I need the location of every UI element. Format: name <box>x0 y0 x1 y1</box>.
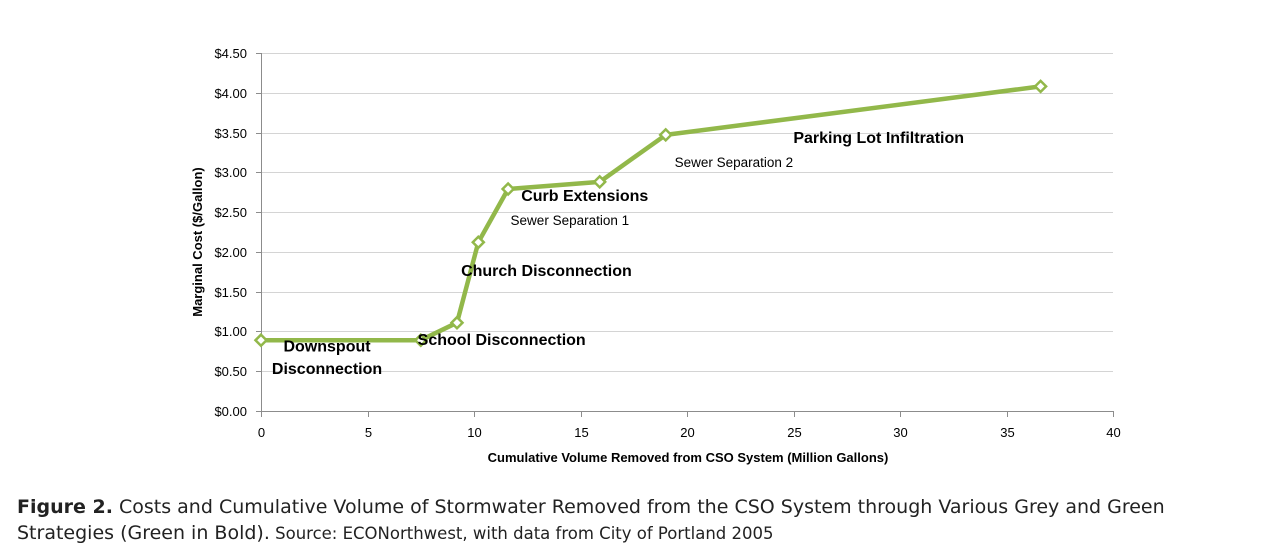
x-tick-label: 35 <box>1000 425 1014 440</box>
data-point-marker <box>1033 79 1048 94</box>
data-point-marker <box>449 315 465 330</box>
y-tick-label: $4.00 <box>214 86 247 101</box>
annotation-label: Church Disconnection <box>461 263 632 280</box>
line-chart: $0.00 $0.50 $1.00 $1.50 $2.00 $2.50 $3.00 $3.50… <box>190 46 1121 465</box>
x-tick-label: 10 <box>467 425 481 440</box>
x-tick-label: 5 <box>365 425 372 440</box>
x-tick-label: 25 <box>787 425 801 440</box>
annotation-label: Parking Lot Infiltration <box>793 130 964 147</box>
annotation-label: School Disconnection <box>418 332 586 349</box>
figure-caption-text: Costs and Cumulative Volume of Stormwate… <box>17 496 1165 544</box>
data-point-marker <box>592 174 607 190</box>
chart-axes <box>261 53 1113 412</box>
annotation-label: Downspout <box>283 339 371 356</box>
data-point-marker <box>500 181 516 197</box>
chart-annotations: Downspout Disconnection School Disconnecti… <box>272 130 964 378</box>
y-tick-label: $0.50 <box>214 364 247 379</box>
chart-gridlines <box>261 53 1113 372</box>
series-line <box>261 84 1041 343</box>
x-tick-label: 30 <box>893 425 907 440</box>
x-axis-label: Cumulative Volume Removed from CSO Syste… <box>488 450 889 465</box>
y-tick-label: $2.50 <box>214 205 247 220</box>
y-tick-label: $1.50 <box>214 285 247 300</box>
y-tick-label: $2.00 <box>214 245 247 260</box>
y-tick-label: $3.00 <box>214 165 247 180</box>
x-tick-label: 15 <box>574 425 588 440</box>
x-tick-label: 20 <box>680 425 694 440</box>
y-tick-label: $3.50 <box>214 126 247 141</box>
annotation-label: Disconnection <box>272 361 382 378</box>
figure-label: Figure 2. <box>17 496 113 518</box>
y-tick-label: $0.00 <box>214 404 247 419</box>
data-point-marker <box>253 332 269 348</box>
annotation-label: Sewer Separation 1 <box>511 213 630 228</box>
data-series <box>253 79 1048 348</box>
y-tick-label: $4.50 <box>214 46 247 61</box>
figure-caption: Figure 2. Costs and Cumulative Volume of… <box>17 494 1257 547</box>
x-tick-label: 0 <box>258 425 265 440</box>
annotation-label: Curb Extensions <box>521 188 648 205</box>
annotation-label: Sewer Separation 2 <box>675 155 794 170</box>
y-axis-label: Marginal Cost ($/Gallon) <box>190 167 205 317</box>
x-axis-ticks: 0 5 10 15 20 25 30 35 40 <box>258 411 1121 440</box>
y-axis-ticks: $0.00 $0.50 $1.00 $1.50 $2.00 $2.50 $3.00 $3.50… <box>214 46 261 419</box>
data-point-marker <box>413 332 429 348</box>
x-tick-label: 40 <box>1106 425 1120 440</box>
data-point-marker <box>658 127 673 143</box>
figure-source: Source: ECONorthwest, with data from Cit… <box>269 524 774 543</box>
y-tick-label: $1.00 <box>214 324 247 339</box>
data-point-marker <box>471 235 486 250</box>
